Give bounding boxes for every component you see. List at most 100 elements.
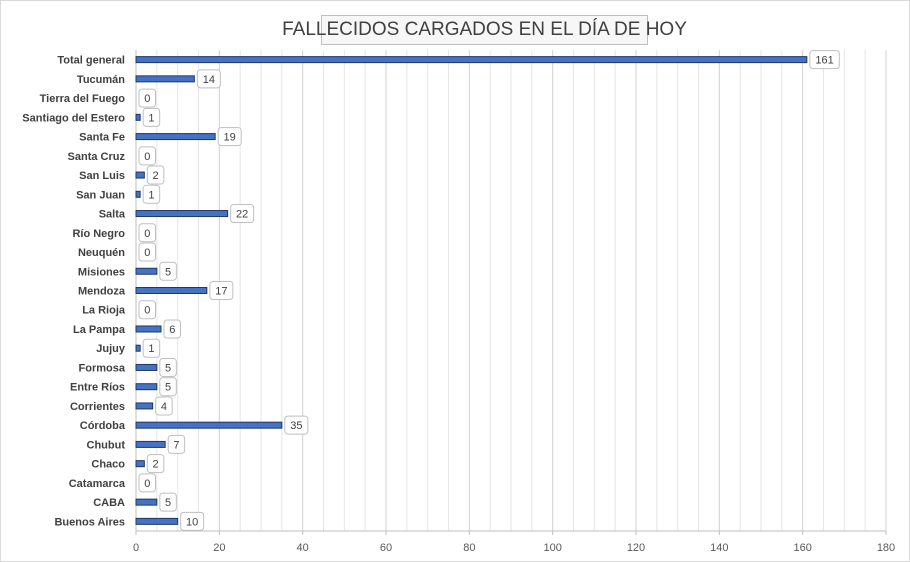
- data-label-box: [809, 50, 840, 70]
- bar[interactable]: [135, 287, 208, 294]
- data-label-value: 1: [148, 343, 154, 355]
- data-label: 22: [230, 204, 255, 224]
- category-label: Corrientes: [70, 401, 125, 413]
- bar[interactable]: [135, 517, 179, 525]
- category-label: CABA: [93, 497, 125, 509]
- bar[interactable]: [135, 133, 216, 141]
- bar[interactable]: [135, 113, 141, 121]
- data-label-box: [159, 261, 177, 281]
- data-label-value: 1: [148, 189, 154, 201]
- data-label: 0: [138, 146, 156, 166]
- category-label: Río Negro: [72, 228, 125, 240]
- x-tick-label: 20: [213, 542, 225, 554]
- data-label: 19: [217, 127, 242, 147]
- category-label: Santiago del Estero: [22, 112, 125, 124]
- category-label: Catamarca: [69, 478, 126, 490]
- x-tick-label: 40: [297, 542, 309, 554]
- bar[interactable]: [135, 421, 283, 429]
- data-label: 1: [142, 107, 161, 127]
- bars: [135, 56, 808, 525]
- bar[interactable]: [135, 190, 141, 198]
- x-tick-label: 180: [877, 542, 895, 554]
- category-label: La Pampa: [73, 324, 126, 336]
- data-label-value: 22: [236, 209, 248, 221]
- data-label-value: 0: [144, 93, 150, 105]
- category-label: Misiones: [78, 266, 125, 278]
- data-label-box: [142, 184, 161, 204]
- data-label: 0: [138, 300, 156, 320]
- bar[interactable]: [135, 383, 158, 391]
- data-label: 4: [155, 396, 173, 416]
- data-label-value: 0: [144, 247, 150, 259]
- data-label-box: [284, 415, 309, 435]
- data-label: 0: [138, 473, 156, 493]
- bar[interactable]: [135, 440, 166, 448]
- data-label-value: 10: [186, 516, 198, 528]
- bar[interactable]: [135, 325, 162, 333]
- data-label-value: 2: [153, 459, 159, 471]
- category-label: Tucumán: [77, 74, 125, 86]
- data-label-box: [159, 357, 177, 377]
- category-label: Chubut: [87, 439, 126, 451]
- x-tick-label: 0: [133, 542, 139, 554]
- bar[interactable]: [135, 75, 195, 83]
- data-label-value: 5: [165, 362, 171, 374]
- category-label: Neuquén: [78, 247, 125, 259]
- bar[interactable]: [135, 344, 141, 352]
- bar[interactable]: [135, 498, 158, 506]
- data-label-value: 19: [224, 132, 236, 144]
- chart-title-box[interactable]: FALLECIDOS CARGADOS EN EL DÍA DE HOY: [282, 15, 687, 45]
- data-label-box: [163, 319, 181, 339]
- data-label-box: [180, 511, 205, 531]
- bar[interactable]: [135, 210, 229, 218]
- data-label-value: 161: [815, 55, 833, 67]
- bar[interactable]: [135, 363, 158, 371]
- bar[interactable]: [135, 171, 145, 179]
- category-label: Jujuy: [96, 343, 126, 355]
- data-label-box: [138, 300, 156, 320]
- data-label-value: 4: [161, 401, 167, 413]
- category-label: La Rioja: [82, 305, 126, 317]
- data-label: 5: [159, 492, 177, 512]
- category-label: Santa Fe: [79, 132, 125, 144]
- category-label: Entre Ríos: [70, 382, 125, 394]
- category-label: Santa Cruz: [68, 151, 126, 163]
- data-label: 17: [209, 281, 234, 300]
- data-label: 2: [146, 165, 165, 185]
- category-label: Formosa: [79, 362, 126, 374]
- data-label-value: 17: [215, 286, 227, 298]
- data-label-value: 5: [165, 497, 171, 509]
- category-labels: Total general Tucumán Tierra del Fuego Sant…: [22, 55, 126, 529]
- data-label: 6: [163, 319, 181, 339]
- data-label: 7: [167, 434, 186, 454]
- data-label: 0: [138, 223, 156, 243]
- data-label: 1: [142, 184, 161, 204]
- bar[interactable]: [135, 460, 145, 468]
- data-label-box: [230, 204, 255, 224]
- data-label-value: 6: [169, 324, 175, 336]
- data-label-value: 1: [148, 112, 154, 124]
- bar[interactable]: [135, 267, 158, 275]
- chart-title: FALLECIDOS CARGADOS EN EL DÍA DE HOY: [282, 19, 687, 40]
- data-label-box: [159, 377, 177, 397]
- x-tick-label: 160: [793, 542, 811, 554]
- data-label-box: [146, 165, 165, 185]
- x-tick-label: 120: [627, 542, 645, 554]
- data-label-value: 0: [144, 305, 150, 317]
- x-tick-label: 80: [463, 542, 475, 554]
- category-label: Total general: [57, 55, 125, 67]
- data-label-value: 5: [165, 382, 171, 394]
- data-label-box: [138, 146, 156, 166]
- bar[interactable]: [135, 402, 154, 410]
- category-label: Salta: [99, 209, 126, 221]
- data-label-value: 5: [165, 266, 171, 278]
- data-label-box: [159, 492, 177, 512]
- data-label: 5: [159, 261, 177, 281]
- data-label-value: 7: [173, 439, 179, 451]
- data-label-value: 0: [144, 151, 150, 163]
- category-label: San Luis: [79, 170, 125, 182]
- data-label-box: [196, 69, 221, 89]
- bar[interactable]: [135, 56, 808, 64]
- x-tick-label: 60: [380, 542, 392, 554]
